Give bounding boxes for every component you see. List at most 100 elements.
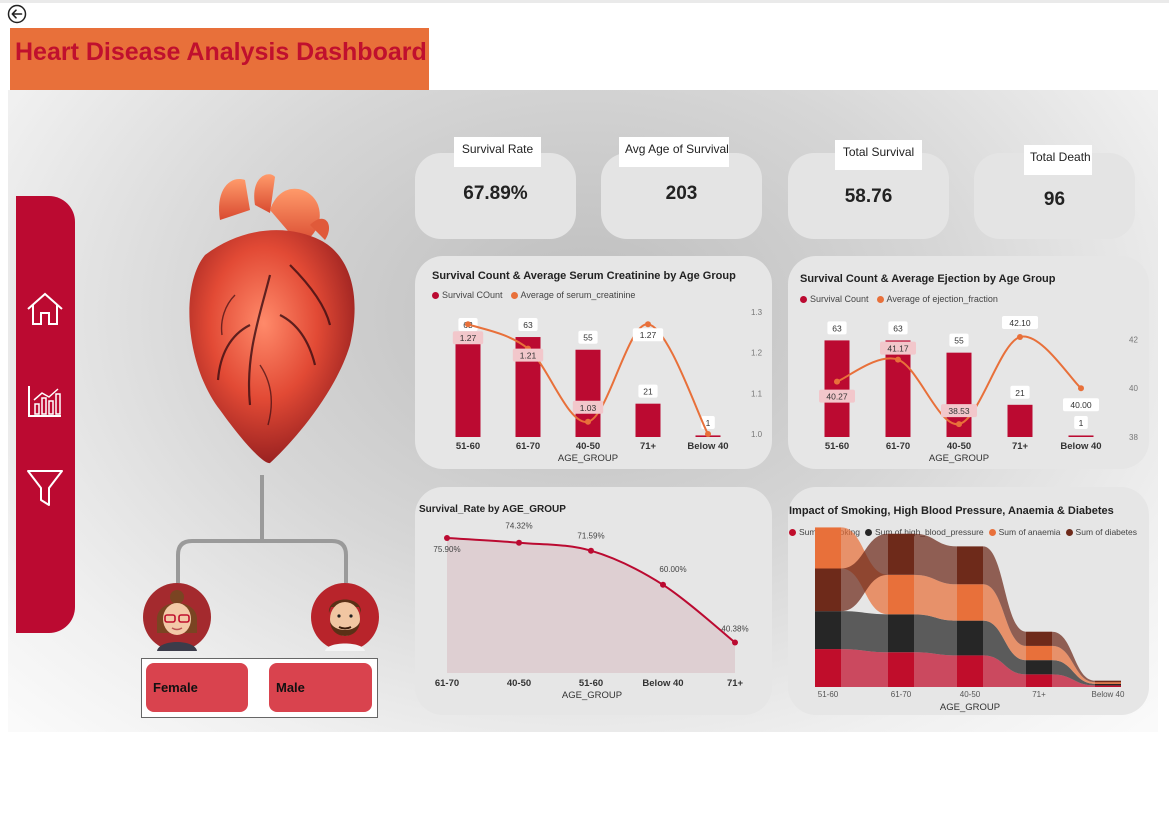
ribbon-segment [1026, 660, 1052, 675]
x-axis-title: AGE_GROUP [929, 453, 989, 464]
combo-chart-ejection: 63 51-60 63 61-70 55 40-50 21 71+ 1 Below 40 42 40 3… [819, 315, 1138, 464]
legend-label: Sum of high_blood_pressure [874, 527, 984, 537]
x-tick-label: 40-50 [947, 441, 971, 452]
bar-data-label: 63 [893, 323, 903, 333]
chart-panel-ejection: Survival Count & Average Ejection by Age… [788, 256, 1149, 469]
ribbon-segment [815, 611, 841, 650]
filter-icon[interactable] [25, 468, 65, 508]
line-data-label-bg [1002, 315, 1038, 329]
x-tick-label: 61-70 [435, 678, 459, 689]
bar [455, 337, 481, 437]
ribbon-segment [957, 584, 983, 621]
x-tick-label: 40-50 [576, 441, 600, 452]
bar-data-label: 55 [954, 336, 964, 346]
data-label: 71.59% [577, 532, 604, 541]
x-tick-label: 40-50 [960, 690, 981, 699]
bar [885, 340, 911, 437]
line-data-label: 40.27 [826, 392, 848, 402]
ribbon-segment [888, 614, 914, 653]
female-button[interactable]: Female [146, 663, 248, 712]
chart-panel-risk-factors: Impact of Smoking, High Blood Pressure, … [788, 487, 1149, 715]
gender-slicer: Female Male [141, 658, 378, 718]
legend-swatch [510, 291, 518, 299]
kpi-card-total-survival: Total Survival 58.76 [788, 140, 949, 239]
chart-legend: Survival COunt Average of serum_creatini… [432, 290, 635, 300]
bar-data-label-bg [638, 384, 658, 398]
ribbon-segment [957, 655, 983, 687]
ribbon-segment [1026, 674, 1052, 687]
line-data-label-bg [1063, 398, 1099, 412]
ribbon-segment [888, 574, 914, 615]
x-tick-label: 71+ [640, 441, 657, 452]
x-tick-label: Below 40 [642, 678, 683, 689]
legend-swatch [789, 528, 796, 536]
line-point [444, 535, 450, 542]
ribbon-band [914, 574, 957, 621]
line-data-label: 1.21 [520, 351, 537, 361]
data-label: 74.32% [505, 522, 532, 531]
ribbon-band [841, 611, 888, 653]
home-icon[interactable] [25, 289, 65, 329]
bar-data-label-bg [888, 321, 908, 335]
bar-data-label-bg [827, 321, 847, 335]
ribbon-band [1052, 674, 1095, 687]
area-chart-survival-rate: 75.90% 61-70 74.32% 40-50 71.59% 51-60 60.00% B… [433, 522, 748, 701]
line-point [585, 418, 591, 425]
bar-chart-icon[interactable] [25, 382, 65, 422]
legend-swatch [876, 295, 884, 303]
y2-tick-label: 38 [1129, 433, 1138, 442]
male-button[interactable]: Male [269, 663, 372, 712]
line-point [834, 378, 840, 385]
line-data-label: 38.53 [948, 406, 970, 416]
line-data-label-bg [819, 389, 855, 403]
ribbon-band [983, 584, 1026, 661]
kpi-value: 203 [665, 183, 698, 204]
chart-panel-survival-rate: Survival_Rate by AGE_GROUP 75.90% 61-70 74… [415, 487, 772, 715]
ribbon-band [841, 533, 888, 612]
legend-swatch [800, 295, 807, 303]
bar [1068, 435, 1094, 437]
title-banner: Heart Disease Analysis Dashboard [10, 28, 429, 90]
x-tick-label: Below 40 [1060, 441, 1101, 452]
kpi-label: Total Death [1024, 145, 1092, 175]
bar-data-label-bg [578, 330, 598, 344]
legend-swatch [864, 528, 872, 536]
bar-data-label-bg [1074, 416, 1088, 429]
back-arrow-icon[interactable] [7, 4, 27, 24]
line-data-label-bg [880, 341, 916, 355]
legend-label: Sum of anaemia [998, 527, 1061, 537]
top-border [0, 0, 1169, 3]
ribbon-band [983, 546, 1026, 646]
kpi-value: 58.76 [844, 186, 893, 207]
kpi-label: Total Survival [835, 140, 922, 170]
kpi-card-avg-age: Avg Age of Survival 203 [601, 137, 762, 239]
sidebar-nav [16, 196, 75, 633]
x-tick-label: 51-60 [456, 441, 480, 452]
line-point [465, 321, 471, 328]
female-avatar [143, 583, 211, 651]
line-point [1078, 385, 1084, 392]
bar-data-label: 63 [832, 323, 842, 333]
ribbon-segment [1026, 645, 1052, 661]
line-data-label: 1.03 [580, 403, 597, 413]
kpi-value: 67.89% [463, 183, 528, 204]
ribbon-segment [815, 649, 841, 687]
line-point [1017, 333, 1023, 340]
bar-data-label-bg [949, 333, 969, 347]
x-tick-label: 61-70 [891, 690, 912, 699]
bar-data-label: 55 [583, 333, 593, 343]
bar [635, 403, 661, 437]
x-tick-label: 61-70 [886, 441, 910, 452]
line-data-label-bg [572, 400, 604, 414]
line-data-label-bg [452, 331, 484, 345]
line-data-label-bg [632, 328, 664, 342]
y2-tick-label: 1.1 [751, 389, 763, 398]
x-tick-label: 51-60 [825, 441, 849, 452]
ribbon-band [914, 533, 957, 585]
chart-title: Survival Count & Average Serum Creatinin… [432, 270, 736, 282]
ribbon-band [1052, 631, 1095, 683]
data-label: 60.00% [659, 565, 686, 574]
line-point [956, 421, 962, 428]
chart-legend: Survival Count Average of ejection_fract… [800, 294, 998, 304]
bar-data-label: 21 [643, 387, 653, 397]
